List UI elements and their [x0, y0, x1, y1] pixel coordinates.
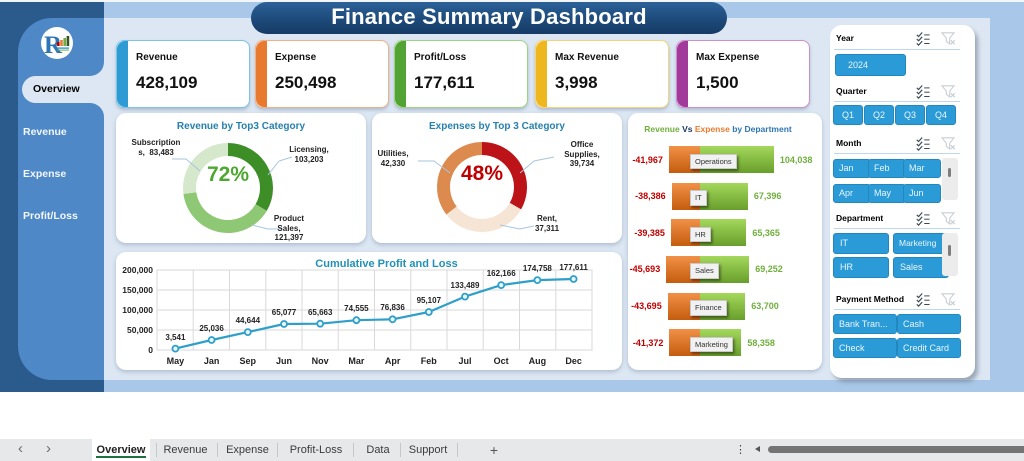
svg-text:R: R — [44, 32, 63, 59]
